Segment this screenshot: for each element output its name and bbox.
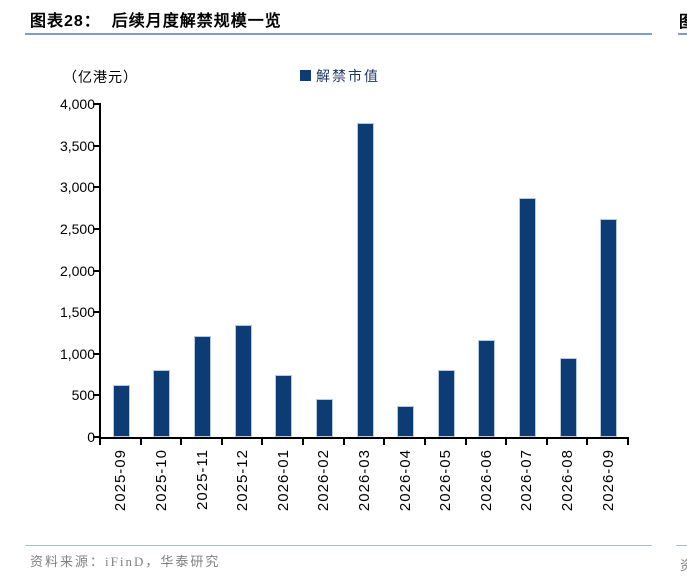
bar-2026-05: [437, 370, 455, 437]
x-axis-tick: [423, 439, 426, 445]
bar-2025-12: [234, 324, 252, 437]
next-column-source-fragment: 资: [680, 558, 687, 573]
x-axis-label-2026-07: 2026-07: [518, 449, 536, 512]
x-axis-tick: [342, 439, 345, 445]
x-axis-label-2025-09: 2025-09: [112, 449, 130, 512]
y-axis-tick-label: 0: [87, 429, 95, 445]
bar-2026-09: [600, 218, 618, 437]
next-column-footer-divider-fragment: [676, 545, 687, 546]
bar-2026-08: [559, 357, 577, 437]
x-axis-label-2025-10: 2025-10: [152, 449, 170, 512]
y-axis-tick: [93, 144, 99, 147]
y-axis-tick-label: 4,000: [59, 96, 95, 112]
bar-2026-04: [397, 406, 415, 437]
x-axis-tick: [302, 439, 305, 445]
y-axis-tick: [93, 311, 99, 314]
x-axis-label-2025-11: 2025-11: [193, 449, 211, 510]
y-axis-tick-label: 1,000: [59, 345, 95, 362]
bar-2025-10: [153, 370, 171, 437]
legend-label: 解禁市值: [316, 67, 380, 84]
title-underline: [25, 33, 652, 35]
y-axis-tick: [93, 436, 99, 438]
bar-2026-06: [478, 340, 496, 437]
bar-2026-02: [315, 398, 333, 437]
bar-2025-09: [112, 385, 130, 437]
x-axis-tick: [261, 439, 264, 445]
legend-swatch-icon: [300, 70, 311, 81]
x-axis-tick: [545, 439, 548, 445]
y-axis-tick-label: 2,000: [59, 262, 95, 279]
x-axis-tick: [505, 439, 508, 445]
x-axis-label-2026-06: 2026-06: [477, 449, 495, 512]
next-column-title-underline-fragment: [678, 33, 687, 35]
y-axis-tick-label: 1,500: [59, 304, 95, 321]
footer-divider: [25, 545, 652, 546]
x-axis-tick: [627, 439, 629, 445]
bar-2026-01: [275, 375, 293, 437]
y-axis-tick: [93, 352, 99, 355]
y-axis-unit-label: （亿港元）: [63, 69, 138, 85]
x-axis-label-2026-01: 2026-01: [274, 449, 292, 512]
y-axis-tick: [93, 394, 99, 397]
bar-2025-11: [194, 336, 212, 437]
y-axis-tick: [93, 186, 99, 189]
y-axis-tick: [93, 103, 99, 105]
x-axis-label-2026-04: 2026-04: [396, 449, 414, 512]
chart-legend: 解禁市值: [300, 67, 380, 84]
x-axis-tick: [383, 439, 386, 445]
y-axis-tick-label: 2,500: [59, 220, 95, 237]
x-axis-tick: [586, 439, 589, 445]
x-axis-tick: [180, 439, 183, 445]
y-axis-tick-label: 500: [71, 387, 95, 404]
x-axis-label-2026-02: 2026-02: [315, 449, 333, 512]
source-attribution: 资料来源：iFinD，华泰研究: [30, 554, 221, 569]
next-column-title-fragment: 图: [679, 8, 687, 29]
y-axis-tick: [93, 269, 99, 272]
bar-2026-07: [518, 198, 536, 437]
figure-title: 图表28： 后续月度解禁规模一览: [30, 13, 282, 30]
x-axis-line: [99, 437, 629, 439]
x-axis-tick: [99, 439, 101, 445]
x-axis-label-2026-09: 2026-09: [599, 449, 617, 512]
y-axis-tick-label: 3,000: [59, 179, 95, 196]
bar-2026-03: [356, 123, 374, 437]
x-axis-tick: [139, 439, 142, 445]
x-axis-label-2026-08: 2026-08: [559, 449, 577, 512]
x-axis-tick: [220, 439, 223, 445]
y-axis-tick-label: 3,500: [59, 137, 95, 154]
x-axis-label-2026-03: 2026-03: [356, 449, 373, 512]
x-axis-label-2026-05: 2026-05: [437, 449, 455, 512]
x-axis-label-2025-12: 2025-12: [234, 449, 252, 512]
y-axis-tick: [93, 227, 99, 230]
x-axis-tick: [464, 439, 467, 445]
y-axis-line: [99, 103, 101, 438]
